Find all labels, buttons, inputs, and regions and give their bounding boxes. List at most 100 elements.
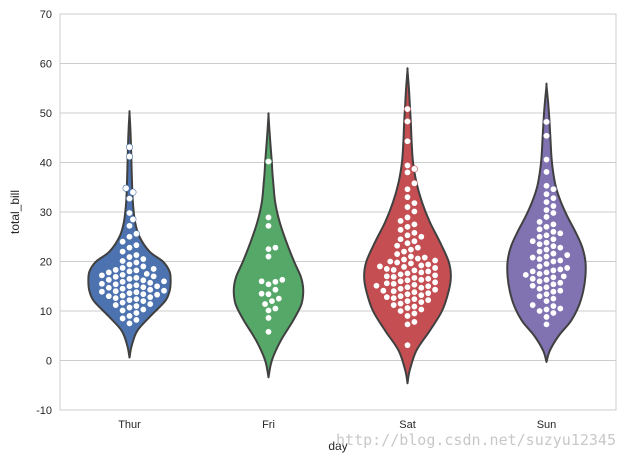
data-point-sat: [403, 283, 411, 291]
data-point-sat: [414, 255, 422, 263]
data-point-thur: [160, 287, 168, 295]
data-point-thur: [112, 294, 120, 302]
data-point-fri: [258, 290, 266, 298]
data-point-sun: [536, 262, 544, 270]
y-tick-label: -10: [36, 405, 52, 417]
data-point-sun: [529, 275, 537, 283]
data-point-sat: [407, 259, 415, 267]
watermark-text: http://blog.csdn.net/suzyu12345: [336, 431, 616, 449]
data-point-sun: [549, 185, 557, 193]
data-point-sat: [410, 309, 418, 317]
data-point-thur: [98, 271, 106, 279]
data-point-thur: [126, 143, 134, 151]
data-point-thur: [132, 316, 140, 324]
data-point-sat: [376, 262, 384, 270]
data-point-thur: [119, 238, 127, 246]
data-point-sat: [431, 271, 439, 279]
data-point-sun: [542, 182, 550, 190]
data-point-sat: [390, 294, 398, 302]
data-point-thur: [153, 291, 161, 299]
data-point-thur: [126, 267, 134, 275]
data-point-thur: [126, 319, 134, 327]
x-tick-label-thur: Thur: [118, 419, 141, 431]
data-point-thur: [112, 287, 120, 295]
data-point-thur: [129, 188, 137, 196]
data-point-fri: [264, 222, 272, 230]
data-point-sun: [542, 132, 550, 140]
data-point-thur: [132, 230, 140, 238]
data-point-sat: [431, 278, 439, 286]
data-point-sun: [549, 273, 557, 281]
data-point-sun: [549, 295, 557, 303]
x-axis-label: day: [328, 439, 347, 453]
data-point-sun: [536, 292, 544, 300]
data-point-sat: [390, 280, 398, 288]
data-point-sun: [542, 213, 550, 221]
data-point-sat: [410, 179, 418, 187]
data-point-sat: [403, 105, 411, 113]
data-point-thur: [146, 279, 154, 287]
data-point-sun: [542, 268, 550, 276]
data-point-fri: [271, 305, 279, 313]
data-point-sat: [417, 261, 425, 269]
data-point-thur: [132, 251, 140, 259]
data-point-sat: [403, 276, 411, 284]
data-point-sat: [410, 274, 418, 282]
data-point-sat: [386, 257, 394, 265]
data-point-sat: [403, 269, 411, 277]
data-point-sun: [536, 285, 544, 293]
data-point-sun: [549, 228, 557, 236]
data-point-sat: [417, 291, 425, 299]
data-point-sat: [403, 193, 411, 201]
data-point-fri: [264, 306, 272, 314]
data-point-thur: [139, 283, 147, 291]
data-point-sat: [393, 242, 401, 250]
data-point-sun: [529, 237, 537, 245]
data-point-sat: [397, 292, 405, 300]
data-point-sun: [542, 306, 550, 314]
data-point-sat: [397, 226, 405, 234]
data-point-fri: [264, 213, 272, 221]
data-point-sat: [383, 293, 391, 301]
data-point-sat: [397, 277, 405, 285]
data-point-sun: [542, 290, 550, 298]
data-point-thur: [119, 257, 127, 265]
data-point-thur: [139, 262, 147, 270]
data-point-sat: [390, 301, 398, 309]
data-point-thur: [132, 266, 140, 274]
data-point-thur: [150, 265, 158, 273]
data-point-sat: [403, 185, 411, 193]
data-point-thur: [119, 278, 127, 286]
data-point-sat: [410, 303, 418, 311]
data-point-thur: [126, 209, 134, 217]
data-point-thur: [105, 284, 113, 292]
data-point-thur: [112, 266, 120, 274]
data-point-thur: [126, 296, 134, 304]
data-point-sat: [417, 298, 425, 306]
y-tick-label: 0: [46, 356, 52, 368]
data-point-thur: [160, 277, 168, 285]
data-point-fri: [271, 286, 279, 294]
data-point-sun: [536, 225, 544, 233]
data-point-sun: [542, 168, 550, 176]
data-point-thur: [126, 222, 134, 230]
data-point-sun: [556, 287, 564, 295]
data-point-sun: [549, 266, 557, 274]
y-tick-labels: -10 0 10 20 30 40 50 60 70: [36, 9, 52, 417]
data-point-fri: [258, 277, 266, 285]
data-point-sun: [549, 220, 557, 228]
data-point-sun: [522, 271, 530, 279]
data-point-thur: [119, 248, 127, 256]
data-point-fri: [271, 278, 279, 286]
data-point-sat: [417, 306, 425, 314]
x-tick-label-fri: Fri: [262, 419, 275, 431]
data-point-sat: [393, 258, 401, 266]
data-point-sat: [410, 288, 418, 296]
data-point-sat: [410, 318, 418, 326]
data-point-sun: [536, 307, 544, 315]
data-point-fri: [268, 297, 276, 305]
data-point-sat: [403, 320, 411, 328]
data-point-sat: [417, 268, 425, 276]
data-point-fri: [264, 314, 272, 322]
